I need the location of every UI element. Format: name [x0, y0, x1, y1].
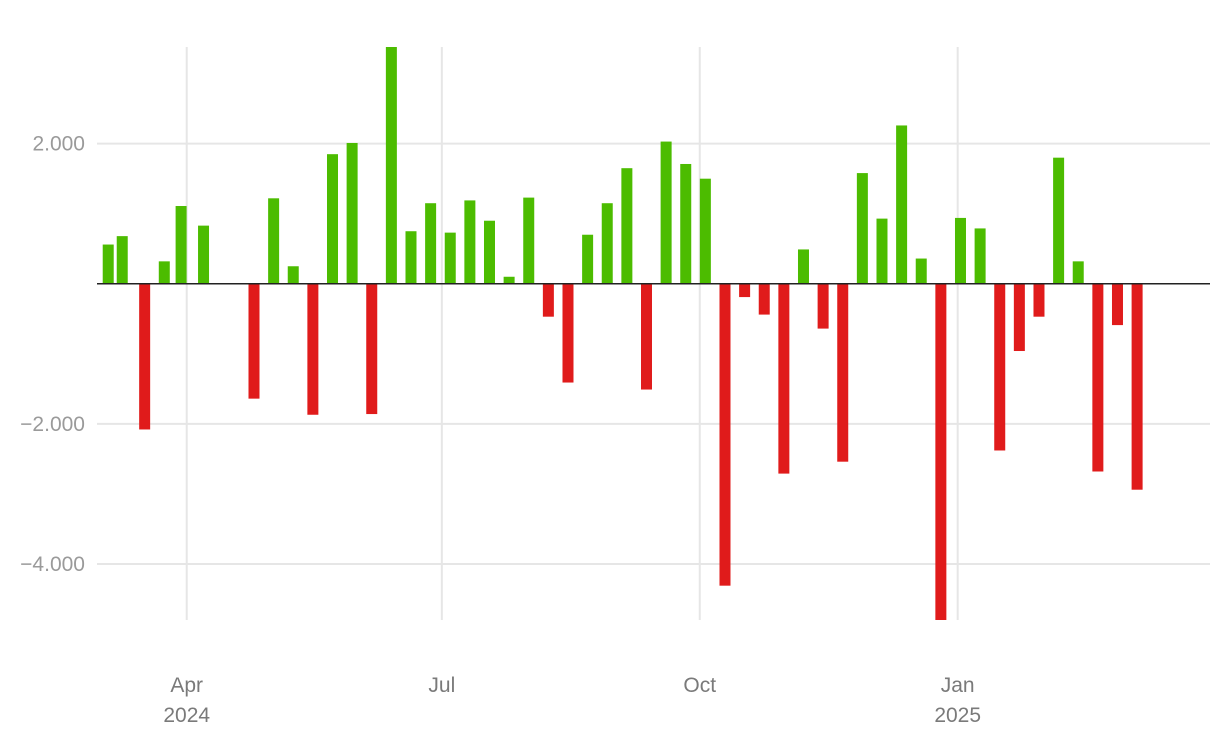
bar-positive — [660, 141, 672, 284]
bar-positive — [954, 217, 966, 284]
x-axis-tick-labels: Apr 2024 Jul Oct Jan 2025 — [163, 674, 981, 727]
bar-negative — [739, 283, 751, 298]
bar-positive — [385, 47, 397, 284]
bar-positive — [326, 154, 338, 284]
bar-positive — [503, 276, 515, 284]
bar-positive — [175, 206, 187, 284]
bar-positive — [116, 236, 128, 284]
bar-negative — [366, 283, 378, 415]
bar-negative — [139, 283, 151, 430]
bar-negative — [1033, 283, 1045, 317]
x-gridlines — [185, 47, 959, 620]
bar-negative — [542, 283, 554, 317]
x-tick-label-year: 2024 — [163, 704, 210, 727]
bar-positive — [444, 232, 456, 284]
bar-negative — [778, 283, 790, 474]
bar-negative — [817, 283, 829, 329]
bar-positive — [464, 200, 476, 284]
bar-positive — [896, 125, 908, 284]
bar-positive — [915, 258, 927, 284]
bar-positive — [974, 228, 986, 284]
bar-negative — [837, 283, 849, 462]
bar-positive — [483, 220, 495, 284]
bar-negative — [1131, 283, 1143, 490]
bar-positive — [198, 225, 210, 284]
bar-positive — [158, 261, 170, 284]
bar-negative — [562, 283, 574, 383]
bar-positive — [1053, 157, 1065, 284]
bar-negative — [994, 283, 1006, 451]
bar-negative — [248, 283, 260, 399]
bar-positive — [797, 249, 809, 284]
x-tick-label-month: Oct — [683, 674, 716, 697]
bar-negative — [719, 283, 731, 586]
bar-negative — [1111, 283, 1123, 326]
bar-negative — [1092, 283, 1104, 472]
bar-positive — [621, 168, 633, 284]
y-tick-label: 2.000 — [32, 133, 85, 156]
bar-series — [102, 47, 1143, 620]
bar-positive — [268, 198, 280, 284]
y-tick-label: −4.000 — [20, 553, 85, 576]
bar-negative — [1013, 283, 1025, 352]
bar-negative — [758, 283, 770, 315]
bar-negative — [307, 283, 319, 415]
bar-positive — [102, 244, 114, 284]
bar-positive — [856, 173, 868, 284]
bar-negative — [935, 283, 947, 620]
bar-positive — [680, 163, 692, 284]
bar-negative — [640, 283, 652, 390]
y-tick-label: −2.000 — [20, 413, 85, 436]
x-tick-label-month: Apr — [170, 674, 203, 697]
bar-positive — [523, 197, 535, 284]
bar-positive — [1072, 261, 1084, 284]
x-tick-label-month: Jul — [428, 674, 455, 697]
bar-positive — [405, 231, 417, 284]
bar-positive — [699, 178, 711, 284]
x-tick-label-year: 2025 — [934, 704, 981, 727]
bar-positive — [346, 142, 358, 284]
bar-positive — [582, 234, 594, 284]
bar-positive — [287, 266, 299, 284]
bar-positive — [601, 203, 613, 284]
x-tick-label-month: Jan — [941, 674, 975, 697]
bar-positive — [876, 218, 888, 284]
bar-positive — [425, 203, 437, 284]
y-axis-tick-labels: 2.000 −2.000 −4.000 — [20, 133, 85, 576]
y-gridlines — [97, 142, 1210, 565]
